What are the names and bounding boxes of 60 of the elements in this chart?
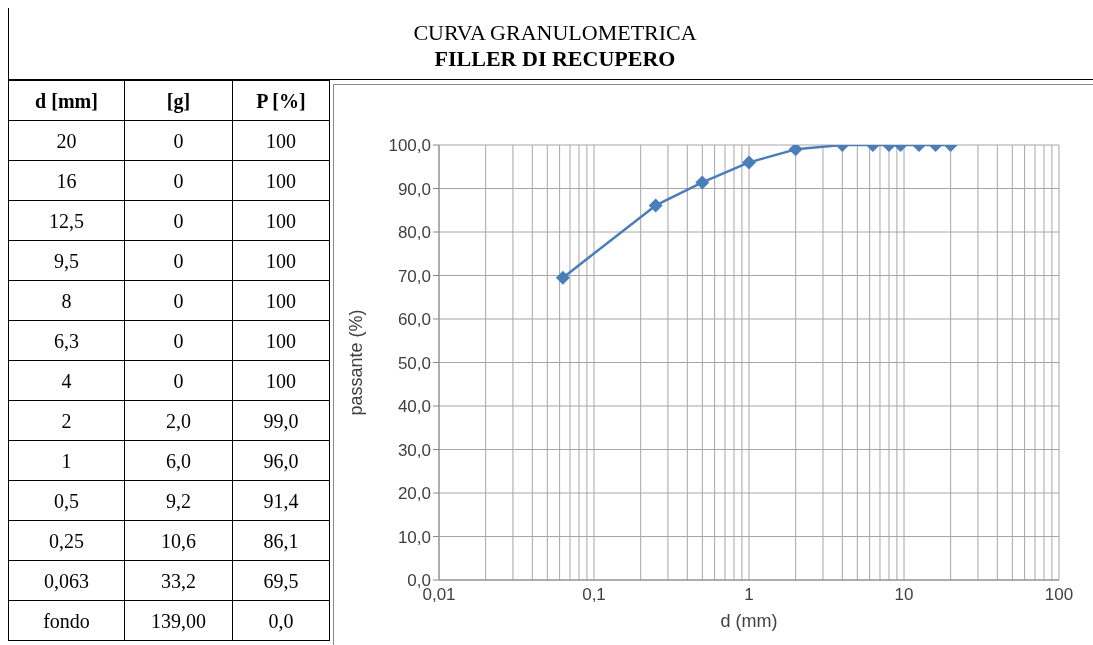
y-tick-label: 0,063: [8, 560, 125, 601]
y-tick-label: 70,0: [397, 266, 431, 286]
y-tick-label: 60,0: [397, 310, 431, 330]
data-label: 100: [232, 200, 330, 241]
data-label: 10,6: [124, 520, 233, 561]
y-axis-title: passante (%): [346, 309, 367, 416]
x-tick-label: 0,1: [582, 585, 606, 605]
data-label: 100: [232, 360, 330, 401]
y-tick-label: 8: [8, 280, 125, 321]
data-label: 0: [124, 320, 233, 361]
x-tick-label: [g]: [124, 80, 233, 121]
data-label: 0: [124, 280, 233, 321]
y-tick-label: 30,0: [397, 440, 431, 460]
data-label: 69,5: [232, 560, 330, 601]
x-tick-label: 10: [894, 585, 914, 605]
y-tick-label: 90,0: [397, 179, 431, 199]
chart-subtitle: FILLER DI RECUPERO: [433, 46, 677, 72]
x-tick-label: P [%]: [232, 80, 330, 121]
data-label: 100: [232, 280, 330, 321]
data-label: 6,0: [124, 440, 233, 481]
y-tick-label: 6,3: [8, 320, 125, 361]
data-label: 2,0: [124, 400, 233, 441]
data-label: 100: [232, 120, 330, 161]
data-label: 91,4: [232, 480, 330, 521]
data-label: 0: [124, 240, 233, 281]
x-axis-title: d (mm): [720, 611, 778, 631]
y-tick-label: 9,5: [8, 240, 125, 281]
y-tick-label: 0,25: [8, 520, 125, 561]
y-tick-label: 10,0: [397, 527, 431, 547]
y-tick-label: 16: [8, 160, 125, 201]
data-label: 0: [124, 160, 233, 201]
data-label: 0,0: [232, 600, 330, 641]
y-axis-title: d [mm]: [8, 80, 125, 121]
data-label: 0: [124, 200, 233, 241]
y-tick-label: 50,0: [397, 353, 431, 373]
y-tick-label: 100,0: [388, 136, 431, 156]
x-tick-label: 1: [744, 585, 754, 605]
y-tick-label: 4: [8, 360, 125, 401]
y-tick-label: 40,0: [397, 397, 431, 417]
data-label: 33,2: [124, 560, 233, 601]
data-label: 139,00: [124, 600, 233, 641]
y-tick-label: 0,5: [8, 480, 125, 521]
y-tick-label: 1: [8, 440, 125, 481]
y-tick-label: 12,5: [8, 200, 125, 241]
data-label: 96,0: [232, 440, 330, 481]
y-tick-label: 20: [8, 120, 125, 161]
chart-title: CURVA GRANULOMETRICA: [412, 20, 698, 46]
x-tick-label: 100: [1044, 585, 1074, 605]
data-label: 0: [124, 120, 233, 161]
y-tick-label: fondo: [8, 600, 125, 641]
y-tick-label: 20,0: [397, 484, 431, 504]
data-label: 86,1: [232, 520, 330, 561]
y-tick-label: 2: [8, 400, 125, 441]
data-label: 100: [232, 160, 330, 201]
data-label: 9,2: [124, 480, 233, 521]
data-label: 99,0: [232, 400, 330, 441]
data-label: 0: [124, 360, 233, 401]
data-label: 100: [232, 240, 330, 281]
data-label: 100: [232, 320, 330, 361]
y-tick-label: 80,0: [397, 223, 431, 243]
